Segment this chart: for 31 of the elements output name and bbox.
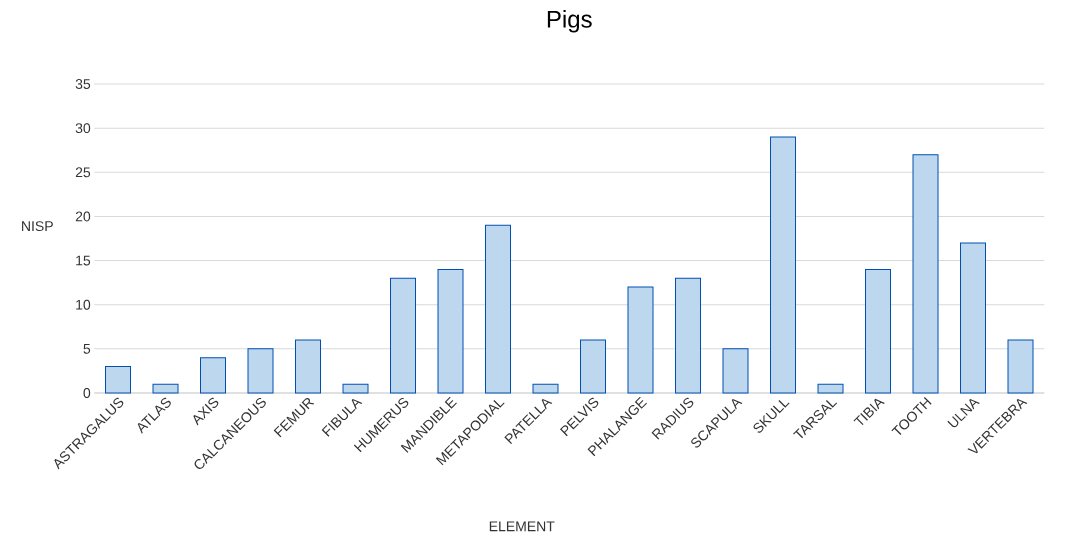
- bar: [532, 383, 559, 394]
- bar: [152, 383, 179, 394]
- y-tick-label: 35: [75, 79, 91, 89]
- bar: [485, 224, 512, 394]
- bar: [342, 383, 369, 394]
- y-tick-label: 25: [75, 167, 91, 178]
- bar: [390, 277, 417, 394]
- y-tick-label: 5: [83, 343, 91, 354]
- y-axis-title: NISP: [22, 221, 53, 232]
- bar: [675, 277, 702, 394]
- bar: [627, 286, 654, 394]
- bar: [105, 366, 131, 394]
- bar: [247, 348, 274, 394]
- chart-title: Pigs: [547, 10, 592, 33]
- bar: [960, 242, 987, 394]
- y-tick-label: 20: [75, 211, 91, 222]
- bar: [437, 268, 464, 394]
- bar: [722, 348, 749, 394]
- bar: [580, 339, 607, 394]
- bar: [200, 357, 227, 394]
- y-tick-label: 15: [76, 255, 91, 266]
- bar: [1007, 339, 1034, 394]
- bar: [770, 136, 797, 394]
- bar: [295, 339, 322, 394]
- bar: [817, 383, 844, 394]
- y-tick-label: 0: [83, 388, 91, 398]
- y-tick-label: 10: [76, 299, 91, 310]
- bar: [912, 154, 939, 394]
- y-tick-label: 30: [75, 123, 91, 134]
- x-axis-title: ELEMENT: [489, 521, 555, 532]
- bar: [865, 268, 892, 394]
